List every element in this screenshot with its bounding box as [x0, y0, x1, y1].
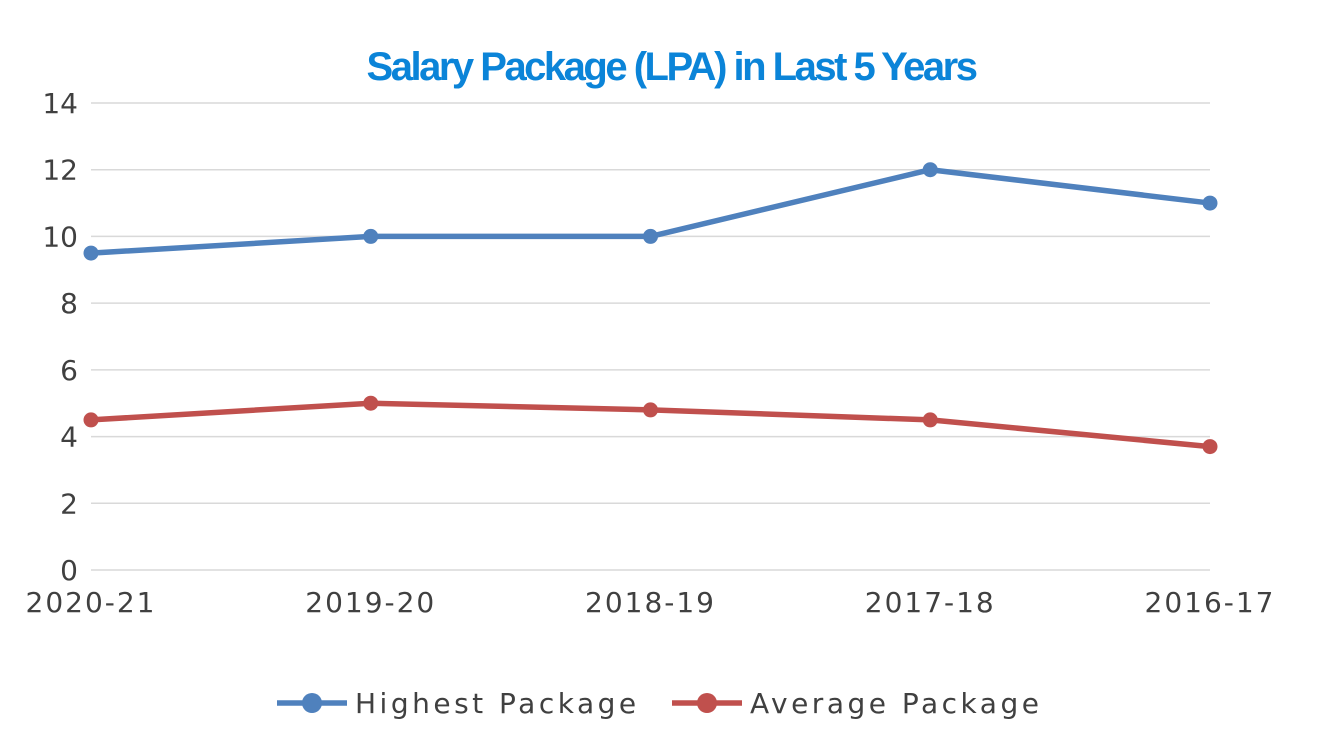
y-tick-label: 0	[60, 554, 78, 587]
data-point	[363, 228, 379, 244]
y-tick-label: 2	[60, 487, 78, 520]
x-tick-label: 2019-20	[305, 586, 436, 619]
data-point	[643, 228, 658, 244]
gridlines	[91, 102, 1210, 571]
y-tick-label: 12	[42, 154, 78, 187]
data-point	[83, 245, 99, 261]
legend-marker	[302, 693, 322, 713]
y-tick-label: 10	[42, 220, 78, 253]
data-point	[1202, 195, 1218, 211]
y-axis-ticks: 0 2 4 6 8 10 12 14	[42, 87, 78, 587]
y-tick-label: 8	[60, 287, 78, 320]
data-point	[922, 162, 938, 178]
series-highest-package	[83, 162, 1218, 261]
legend-marker	[697, 693, 717, 713]
chart-title: Salary Package (LPA) in Last 5 Years	[367, 45, 977, 89]
series-average-package	[83, 395, 1218, 455]
data-point	[643, 402, 658, 418]
x-axis-ticks: 2020-21 2019-20 2018-19 2017-18 2016-17	[26, 586, 1276, 619]
data-point	[83, 412, 99, 428]
y-tick-label: 6	[60, 354, 78, 387]
data-point	[922, 412, 938, 428]
x-tick-label: 2017-18	[865, 586, 996, 619]
data-point	[363, 395, 379, 411]
legend-label: Highest Package	[355, 687, 640, 720]
legend: Highest Package Average Package	[277, 687, 1042, 720]
legend-label: Average Package	[750, 687, 1042, 720]
x-tick-label: 2018-19	[585, 586, 716, 619]
series-lines	[83, 162, 1218, 455]
legend-item-highest-package: Highest Package	[277, 687, 640, 720]
x-tick-label: 2016-17	[1145, 586, 1276, 619]
y-tick-label: 4	[60, 421, 78, 454]
data-point	[1202, 439, 1218, 455]
legend-item-average-package: Average Package	[672, 687, 1042, 720]
x-tick-label: 2020-21	[26, 586, 157, 619]
y-tick-label: 14	[42, 87, 78, 120]
